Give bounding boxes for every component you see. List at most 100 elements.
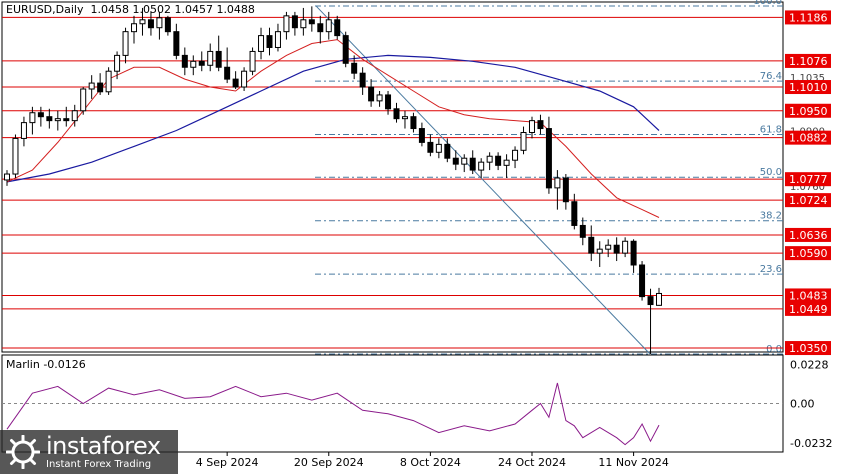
price-level-tag [785, 172, 831, 187]
candle-body [283, 15, 290, 33]
candle-body [605, 244, 612, 250]
candle-body [164, 17, 171, 33]
fib-level-label: 61.8 [760, 124, 782, 135]
fib-level-label: 100.0 [753, 0, 782, 7]
price-level-tag-label: 1.0724 [789, 194, 828, 207]
candle-body [461, 157, 468, 165]
x-axis-label: 20 Sep 2024 [294, 456, 364, 469]
logo-name: instaforex [46, 432, 161, 460]
candle-body [156, 17, 163, 29]
candle-body [147, 19, 154, 29]
price-level-tag-label: 1.1186 [789, 11, 828, 24]
candle-body [512, 149, 519, 161]
candle-body [444, 143, 451, 159]
candle-body [63, 118, 70, 122]
candle-body [54, 118, 61, 122]
price-level-tag [785, 10, 831, 25]
candle-body [266, 35, 273, 48]
candle-body [20, 122, 27, 139]
candle-body [325, 19, 332, 33]
candle-body [528, 120, 535, 134]
candle-body [207, 50, 214, 66]
indicator-axis-label: -0.0232 [790, 437, 832, 450]
candle-body [613, 244, 620, 254]
price-level-tag [785, 130, 831, 145]
candle-body [105, 70, 112, 93]
instaforex-logo: instaforex Instant Forex Trading [0, 430, 178, 474]
price-level-tag [785, 246, 831, 261]
candle-body [647, 296, 654, 306]
ohlc-readout: 1.0458 1.0502 1.0457 1.0488 [90, 3, 255, 16]
candle-body [486, 155, 493, 163]
candle-body [359, 72, 366, 88]
candle-body [224, 66, 231, 80]
candle-body [317, 23, 324, 33]
fib-level-label: 38.2 [760, 211, 782, 222]
instaforex-logo-icon [5, 434, 41, 470]
price-level-tag-label: 1.0449 [789, 303, 828, 316]
fib-level-label: 23.6 [760, 264, 782, 275]
candle-body [435, 143, 442, 153]
candle-body [258, 35, 265, 52]
candle-body [639, 264, 646, 298]
candle-body [562, 177, 569, 203]
candle-body [520, 132, 527, 151]
candle-body [308, 19, 315, 25]
price-level-tag-label: 1.0636 [789, 229, 828, 242]
candle-body [452, 157, 459, 165]
price-level-tag-label: 1.0882 [789, 132, 828, 145]
price-level-tag [785, 301, 831, 316]
candle-body [88, 82, 95, 90]
candle-body [554, 177, 561, 189]
candle-body [300, 19, 307, 29]
price-level-tag [785, 227, 831, 242]
candle-body [579, 224, 586, 238]
price-level-tag [785, 288, 831, 303]
price-level-tag-label: 1.0350 [789, 342, 828, 355]
candle-body [249, 50, 256, 72]
price-level-tag-label: 1.0777 [789, 173, 828, 186]
candle-body [215, 50, 222, 68]
y-axis-tick-label: 1.0760 [790, 182, 825, 193]
candle-body [181, 54, 188, 68]
candle-body [46, 116, 53, 122]
candle-body [291, 15, 298, 29]
indicator-title: Marlin -0.0126 [6, 358, 86, 371]
candle-body [232, 78, 239, 88]
candle-body [139, 19, 146, 25]
x-axis-label: 11 Nov 2024 [598, 456, 668, 469]
candle-body [478, 161, 485, 171]
candle-body [630, 240, 637, 266]
indicator-axis-label: 0.0228 [790, 358, 829, 371]
candle-body [12, 137, 19, 175]
fib-level-label: 50.0 [760, 167, 782, 178]
price-level-tag-label: 1.1076 [789, 55, 828, 68]
candle-body [342, 35, 349, 64]
x-axis-label: 8 Oct 2024 [400, 456, 461, 469]
candle-body [418, 128, 425, 143]
candle-body [376, 94, 383, 102]
candle-body [198, 60, 205, 66]
candle-body [71, 110, 78, 122]
logo-tagline: Instant Forex Trading [46, 459, 152, 470]
candle-body [190, 60, 197, 68]
candle-body [537, 120, 544, 130]
candle-body [274, 31, 281, 48]
candle-body [410, 116, 417, 130]
candle-body [588, 236, 595, 254]
candle-body [545, 128, 552, 189]
candle-body [393, 108, 400, 120]
candle-body [368, 86, 375, 102]
candle-body [469, 157, 476, 171]
fib-level-label: 76.4 [760, 71, 782, 82]
candle-body [131, 23, 138, 33]
candle-body [656, 292, 662, 306]
candle-body [503, 159, 510, 166]
price-level-tag-label: 1.0483 [789, 289, 828, 302]
candle-body [241, 70, 248, 88]
chart-title: EURUSD,Daily 1.0458 1.0502 1.0457 1.0488 [6, 3, 255, 16]
price-level-tag [785, 53, 831, 68]
candle-body [571, 201, 578, 226]
candle-body [351, 62, 358, 74]
